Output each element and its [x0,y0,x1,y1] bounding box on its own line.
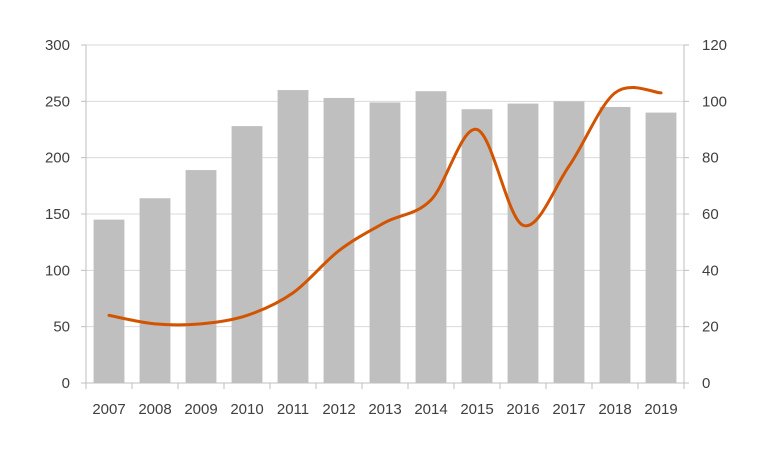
bar [553,101,585,383]
bar [323,97,355,383]
bar-series [93,90,677,384]
bar [231,126,263,384]
y-right-tick-label: 80 [702,150,719,167]
y-right-tick-label: 120 [702,37,727,54]
x-tick-label: 2013 [368,401,401,418]
bar [139,198,171,383]
y-left-tick-label: 50 [53,319,70,336]
x-tick-label: 2007 [92,401,125,418]
x-tick-label: 2017 [552,401,585,418]
line-path [107,86,663,327]
y-left-tick-label: 200 [45,150,70,167]
x-tick-label: 2009 [184,401,217,418]
y-right-tick-label: 20 [702,319,719,336]
line-series [107,86,663,327]
bar [415,91,447,384]
y-left-tick-label: 300 [45,37,70,54]
y-left-tick-label: 100 [45,262,70,279]
bar [185,170,217,383]
x-tick-label: 2016 [506,401,539,418]
bar [645,112,677,383]
tick-labels: 0 50 100 150 200 250 300 0 20 40 60 80 100 120 2007 200… [45,37,727,418]
bar [369,102,401,384]
y-right-tick-label: 40 [702,262,719,279]
x-tick-label: 2012 [322,401,355,418]
x-tick-label: 2019 [644,401,677,418]
bar [599,106,631,383]
x-tick-label: 2008 [138,401,171,418]
x-tick-label: 2014 [414,401,447,418]
y-right-tick-label: 100 [702,93,727,110]
x-tick-label: 2018 [598,401,631,418]
y-right-tick-label: 60 [702,206,719,223]
bar [277,90,309,384]
axes [81,44,689,389]
bar [461,109,493,383]
bar [507,103,539,383]
x-tick-label: 2010 [230,401,263,418]
y-left-tick-label: 250 [45,93,70,110]
bar [93,219,125,383]
y-left-tick-label: 150 [45,206,70,223]
x-tick-label: 2015 [460,401,493,418]
y-right-tick-label: 0 [702,375,710,392]
y-left-tick-label: 0 [62,375,70,392]
x-tick-label: 2011 [277,401,309,418]
